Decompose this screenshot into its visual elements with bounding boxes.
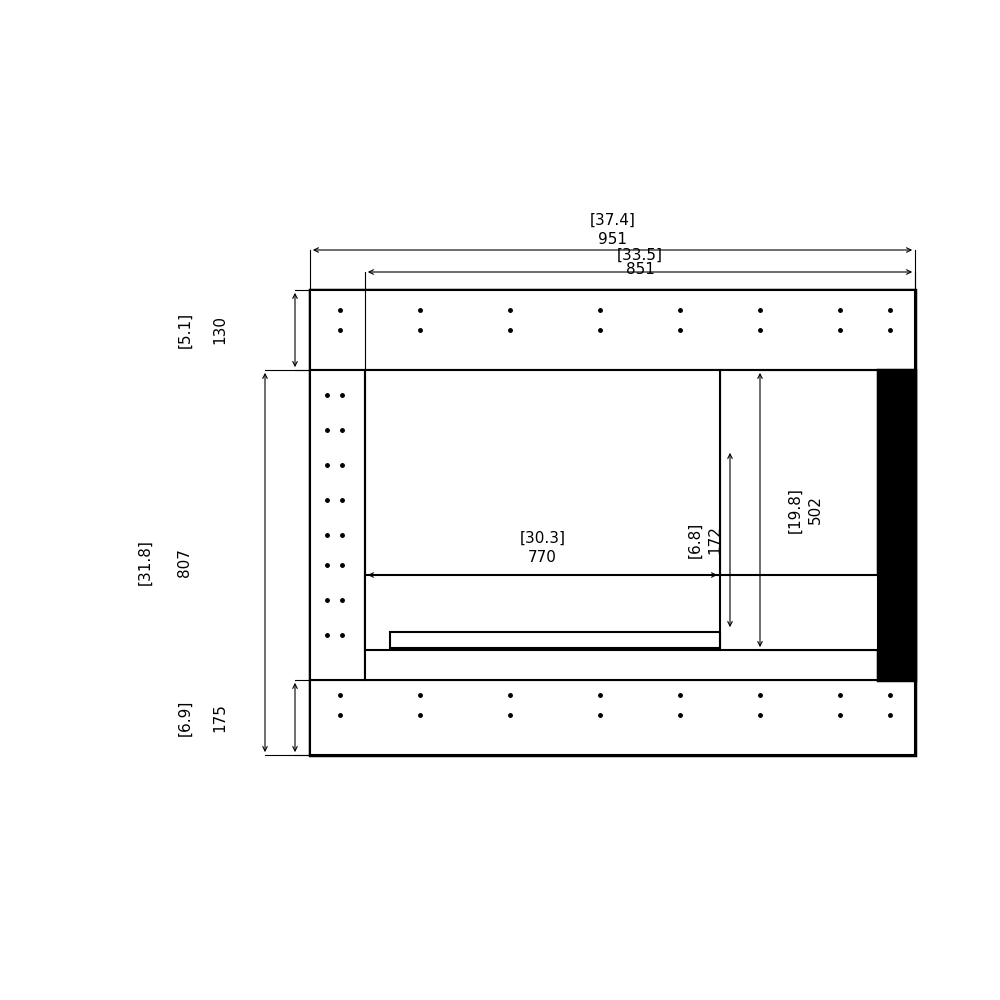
Bar [310, 290, 915, 370]
Text: 172: 172 [708, 526, 722, 554]
Bar [390, 632, 720, 648]
Text: 770: 770 [528, 550, 557, 564]
Bar [310, 680, 915, 755]
Text: 851: 851 [626, 262, 654, 277]
Text: [6.9]: [6.9] [178, 699, 192, 736]
Bar [878, 370, 915, 680]
Text: 502: 502 [808, 496, 822, 524]
Text: [6.8]: [6.8] [688, 522, 702, 558]
Text: 807: 807 [178, 548, 192, 577]
Bar [310, 290, 915, 755]
Text: [33.5]: [33.5] [617, 247, 663, 262]
Bar [310, 370, 365, 680]
Text: [30.3]: [30.3] [520, 530, 566, 546]
Text: 175: 175 [212, 703, 228, 732]
Text: [37.4]: [37.4] [590, 213, 635, 228]
Text: 951: 951 [598, 232, 627, 247]
Bar [365, 370, 878, 680]
Text: [5.1]: [5.1] [178, 312, 192, 348]
Bar [365, 575, 878, 650]
Text: [19.8]: [19.8] [788, 487, 802, 533]
Text: [31.8]: [31.8] [138, 540, 152, 585]
Text: 130: 130 [212, 316, 228, 344]
